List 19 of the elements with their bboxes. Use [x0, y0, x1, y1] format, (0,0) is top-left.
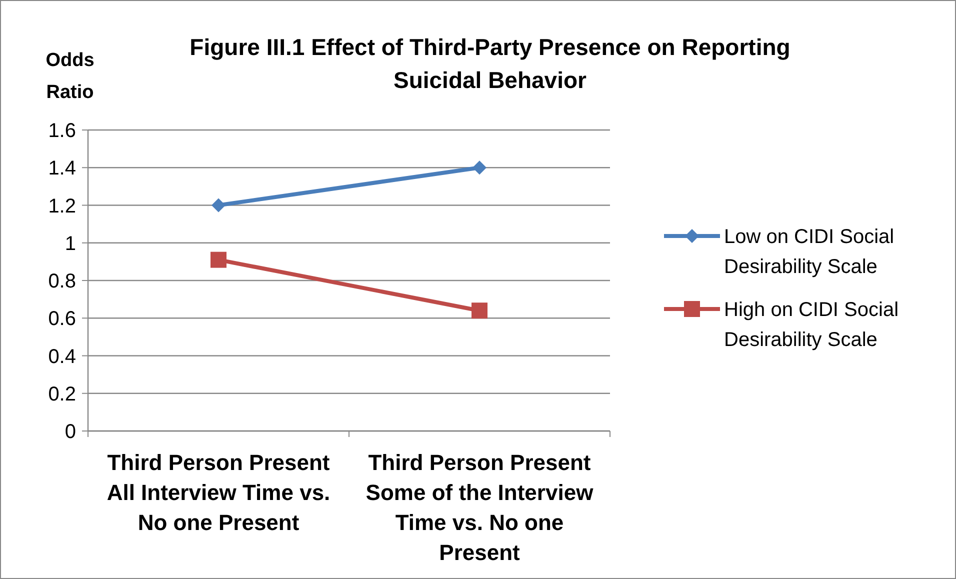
point	[472, 160, 486, 175]
y-tick-label: 0.4	[48, 346, 76, 368]
y-tick-label: 1	[64, 232, 76, 255]
y-tick-label: 0.2	[48, 383, 76, 406]
y-tick-label: 1.4	[48, 158, 76, 180]
chart-title: Figure III.1 Effect of Third-Party Presence on Reporting Suicidal Behavior	[190, 34, 790, 93]
y-tick-label: 1.2	[48, 195, 76, 218]
x-tick-label: Third Person Present Some of the Interview Time vs. No one Present	[366, 450, 594, 565]
y-tick-label: 0	[64, 421, 76, 443]
y-tick-label: 1.6	[48, 120, 76, 142]
y-axis-title: Odds Ratio	[46, 50, 94, 103]
point	[472, 302, 488, 319]
legend-label: Low on CIDI Social Desirability Scale	[724, 226, 894, 278]
y-tick-label: 0.8	[48, 270, 76, 292]
point	[210, 252, 226, 268]
legend-label: High on CIDI Social Desirability Scale	[724, 299, 899, 351]
x-tick-label: Third Person Present All Interview Time vs. No one Present	[106, 450, 330, 535]
point	[212, 198, 226, 212]
y-tick-label: 0.6	[48, 308, 76, 330]
